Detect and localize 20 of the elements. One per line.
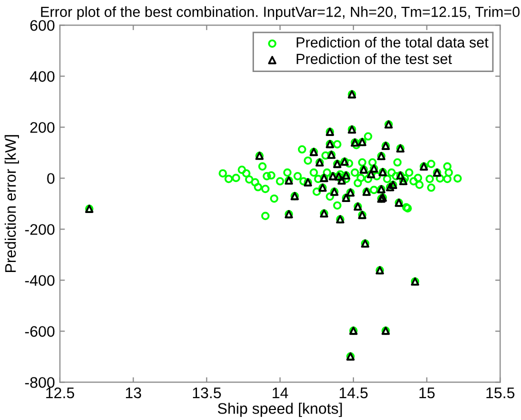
x-tick-label: 13.5 bbox=[192, 387, 221, 398]
y-tick-label: -800 bbox=[25, 377, 54, 388]
x-tick-label: 15.5 bbox=[486, 388, 514, 398]
x-tick-label: 13 bbox=[126, 387, 142, 398]
x-tick-label: 14.5 bbox=[340, 388, 368, 398]
x-tick-label: 14 bbox=[272, 388, 288, 398]
legend-label: Prediction of the total data set bbox=[296, 36, 488, 48]
y-tick-label: 200 bbox=[30, 122, 54, 133]
x-tick-label: 12.5 bbox=[46, 387, 74, 398]
x-tick-label: 15 bbox=[419, 388, 435, 398]
chart-title: Error plot of the best combination. InputVar=12, Nh=20, Tm=12.15, Trim=0 bbox=[41, 6, 520, 20]
x-axis-title: Ship speed [knots] bbox=[218, 402, 342, 417]
y-tick-label: -400 bbox=[25, 275, 54, 286]
y-tick-label: -200 bbox=[25, 224, 54, 235]
y-axis-title: Prediction error [kW] bbox=[4, 135, 19, 272]
y-tick-label: 400 bbox=[30, 71, 54, 82]
y-tick-label: 600 bbox=[30, 20, 54, 31]
y-tick-label: -600 bbox=[25, 326, 54, 337]
y-tick-label: 0 bbox=[47, 173, 54, 184]
legend-label: Prediction of the test set bbox=[296, 53, 452, 64]
